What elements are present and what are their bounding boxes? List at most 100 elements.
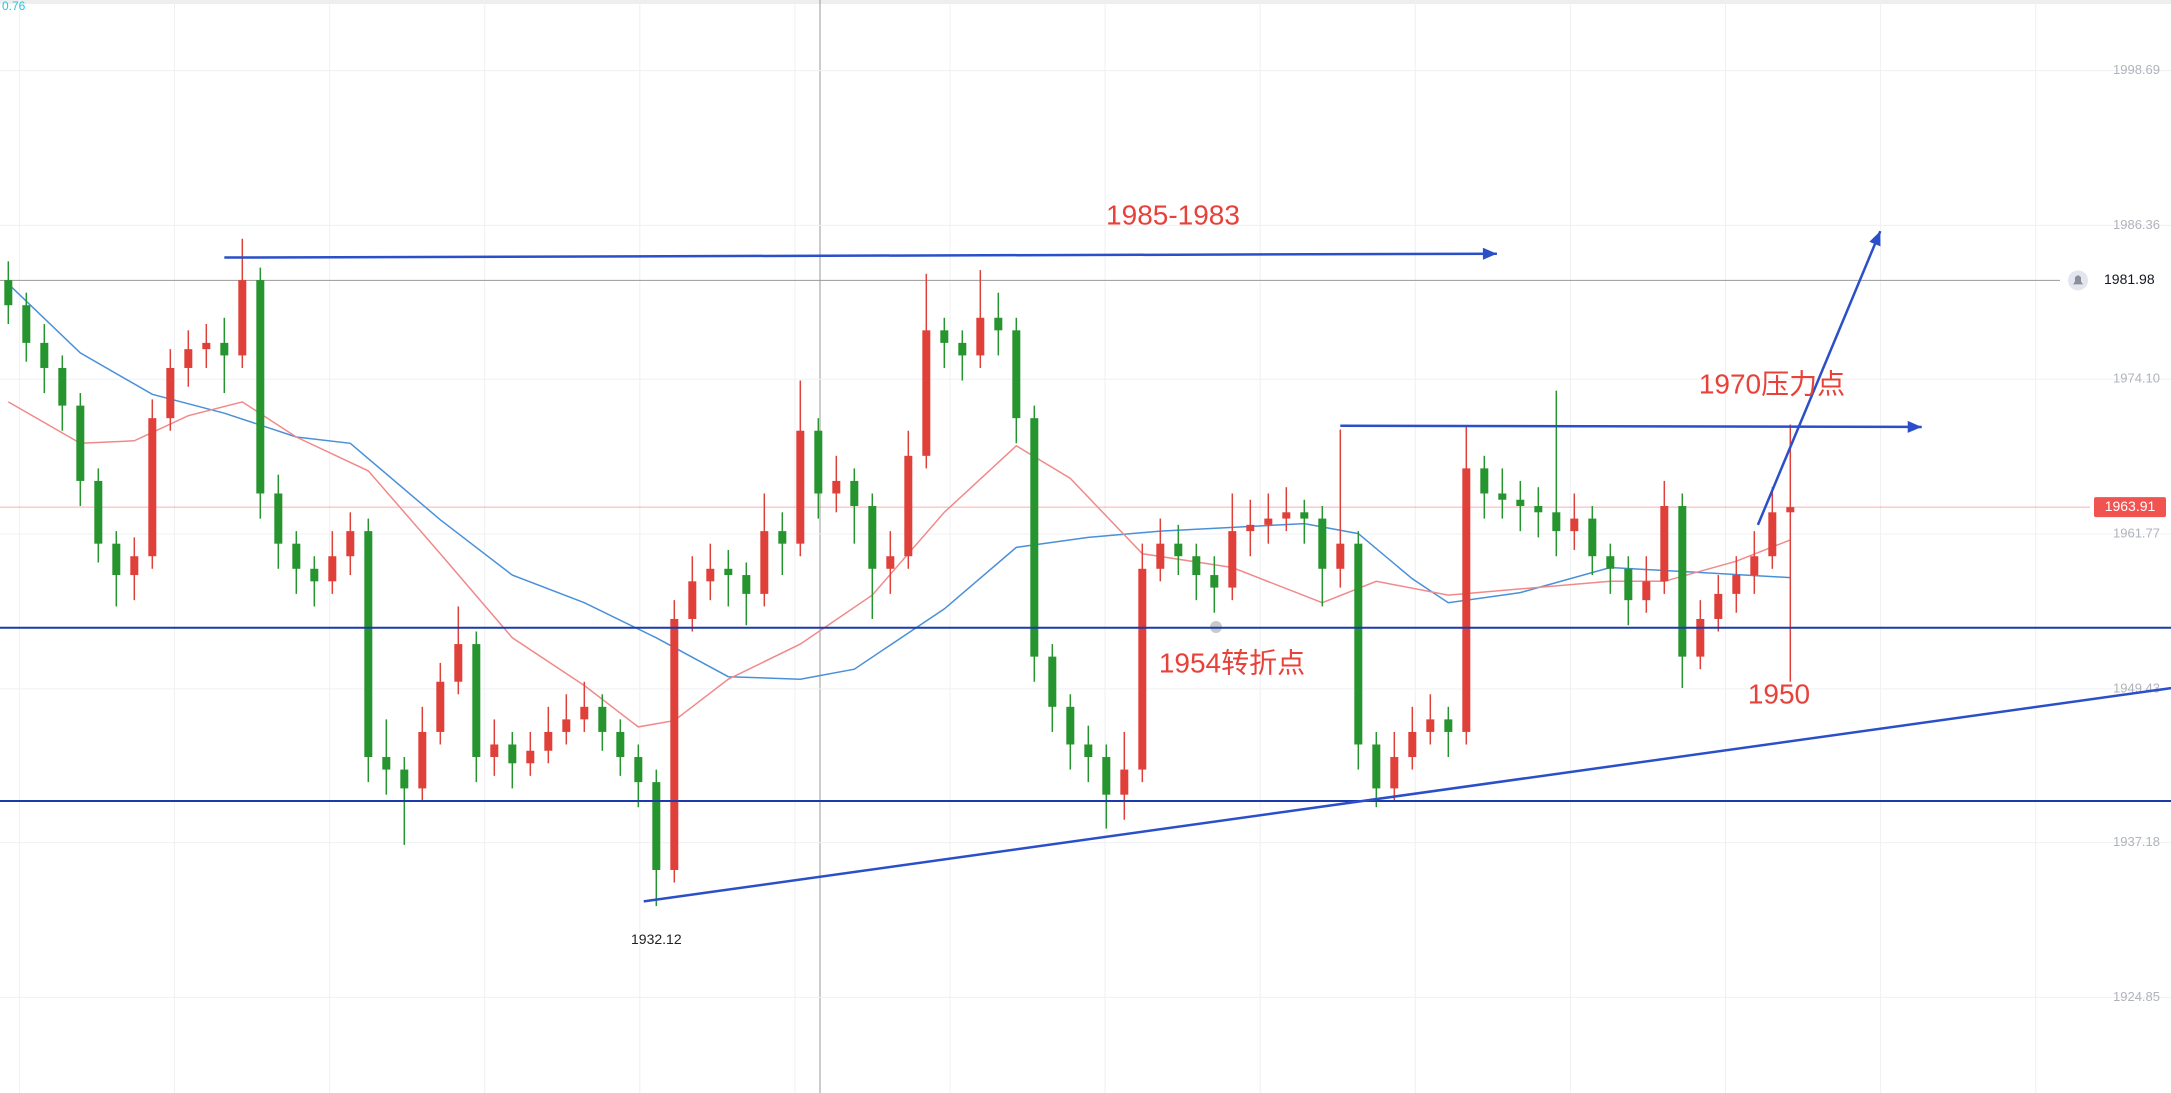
time-grid [18, 0, 2037, 1093]
candle-body [1120, 769, 1129, 795]
candle-body [346, 531, 355, 557]
candle-body [364, 531, 373, 758]
candle-body [562, 719, 571, 732]
candle-body [112, 543, 121, 576]
candle-body [760, 531, 769, 594]
candle-body [1570, 518, 1579, 532]
candle-body [958, 342, 967, 356]
candle-body [922, 330, 931, 456]
candle-body [1030, 418, 1039, 657]
candle-body [634, 757, 643, 783]
candle-body [166, 367, 175, 419]
moving-average [7, 401, 1791, 728]
candle-body [1534, 506, 1543, 513]
candle-body [490, 744, 499, 758]
candle-body [868, 506, 877, 569]
candle-body [1642, 581, 1651, 601]
arrow-line [1340, 424, 1922, 429]
candle-body [1732, 575, 1741, 594]
candle-body [274, 493, 283, 544]
candle-body [1426, 719, 1435, 732]
price-label: 1963.91 [2105, 498, 2156, 514]
candle-body [418, 731, 427, 789]
y-tick-label: 1986.36 [2113, 217, 2160, 232]
candle-body [1390, 757, 1399, 789]
candle-body [148, 418, 157, 557]
candle-body [1768, 512, 1777, 557]
candle-body [292, 543, 301, 569]
candle-body [202, 342, 211, 350]
candle-body [616, 731, 625, 758]
candle-body [580, 706, 589, 720]
arrow-line [1756, 230, 1882, 526]
candle-body [1552, 512, 1561, 532]
candle-body [814, 430, 823, 494]
candle-body [688, 581, 697, 619]
alert-label: 1981.98 [2104, 271, 2155, 287]
y-tick-label: 1924.85 [2113, 989, 2160, 1004]
candle-body [40, 342, 49, 368]
candle-body [1408, 731, 1417, 758]
candle-body [1444, 719, 1453, 732]
candle-body [1372, 744, 1381, 789]
candle-body [850, 480, 859, 507]
candle-body [796, 430, 805, 544]
candle-body [310, 568, 319, 582]
arrow-head [1482, 247, 1497, 260]
candle-body [1462, 468, 1471, 732]
candle-body [886, 556, 895, 569]
candle-body [220, 342, 229, 356]
annotation: 1954转折点 [1159, 647, 1305, 678]
candle-body [1174, 543, 1183, 557]
candle-body [1588, 518, 1597, 557]
candle-body [400, 769, 409, 789]
candle-body [526, 750, 535, 764]
candle-body [184, 349, 193, 368]
candle-body [454, 644, 463, 682]
candle-body [238, 280, 247, 356]
candle-body [652, 782, 661, 870]
candle-body [508, 744, 517, 764]
candle-body [1318, 518, 1327, 569]
candle-body [436, 681, 445, 732]
arrow-line [224, 252, 1497, 259]
annotation: 1985-1983 [1106, 199, 1240, 230]
top-left-value: 0.76 [2, 0, 26, 13]
candle-body [1498, 493, 1507, 500]
candle-body [1246, 524, 1255, 532]
candle-body [1624, 568, 1633, 601]
candle-body [1750, 556, 1759, 576]
candle-body [1480, 468, 1489, 494]
alert-icon [2073, 275, 2083, 285]
low-label: 1932.12 [631, 931, 682, 947]
candle-body [976, 317, 985, 356]
candle-body [4, 280, 13, 306]
candle-body [472, 644, 481, 758]
candle-body [328, 556, 337, 582]
candle-body [598, 706, 607, 732]
y-tick-label: 1961.77 [2113, 525, 2160, 540]
candle-body [1192, 556, 1201, 576]
candle-body [1282, 512, 1291, 519]
candle-body [1138, 568, 1147, 770]
candle-body [1048, 656, 1057, 707]
price-label-box [2094, 497, 2166, 518]
candle-body [724, 568, 733, 576]
y-tick-label: 1974.10 [2113, 371, 2160, 386]
candle-body [994, 317, 1003, 331]
candle-body [1714, 593, 1723, 619]
candle-body [130, 556, 139, 576]
candle-body [1012, 330, 1021, 419]
candle-body [1102, 757, 1111, 795]
candle-body [1084, 744, 1093, 758]
y-tick-label: 1998.69 [2113, 62, 2160, 77]
candle-body [832, 480, 841, 494]
arrow-head [1907, 420, 1922, 433]
y-tick-label: 1937.18 [2113, 834, 2160, 849]
candle-body [1300, 512, 1309, 519]
candle-body [706, 568, 715, 582]
candle-body [1228, 531, 1237, 588]
candle-body [76, 405, 85, 481]
